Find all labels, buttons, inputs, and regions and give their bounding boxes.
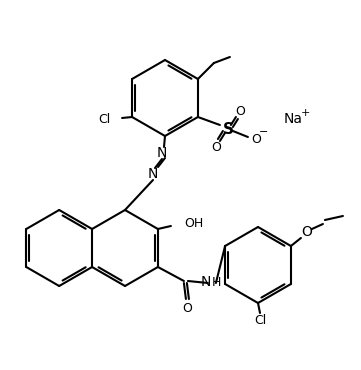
Text: O: O: [251, 132, 261, 145]
Text: O: O: [301, 225, 312, 239]
Text: N: N: [201, 275, 211, 289]
Text: N: N: [148, 167, 158, 181]
Text: Na: Na: [283, 112, 303, 126]
Text: Cl: Cl: [98, 112, 110, 125]
Text: O: O: [211, 141, 221, 154]
Text: OH: OH: [184, 216, 203, 229]
Text: H: H: [212, 276, 221, 289]
Text: O: O: [235, 104, 245, 118]
Text: O: O: [182, 303, 192, 316]
Text: −: −: [259, 127, 269, 137]
Text: +: +: [301, 108, 310, 118]
Text: N: N: [157, 146, 167, 160]
Text: Cl: Cl: [254, 314, 266, 327]
Text: S: S: [222, 121, 234, 137]
